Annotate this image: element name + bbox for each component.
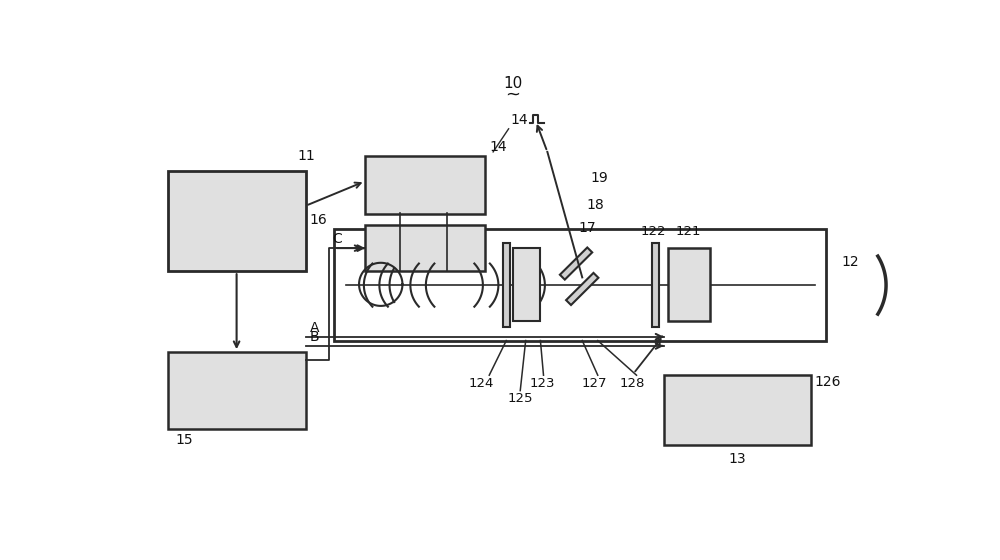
Bar: [668, 248, 710, 321]
Text: 16: 16: [309, 213, 327, 227]
Bar: [365, 225, 485, 271]
Text: 19: 19: [590, 171, 608, 185]
Text: 126: 126: [815, 375, 841, 389]
Text: 17: 17: [578, 221, 596, 235]
Text: 125: 125: [508, 392, 533, 405]
Text: 18: 18: [586, 198, 604, 212]
Text: A: A: [309, 321, 319, 335]
Polygon shape: [566, 273, 598, 305]
Text: 10: 10: [503, 76, 522, 91]
Text: 11: 11: [298, 150, 316, 164]
Bar: [334, 229, 826, 340]
Text: ~: ~: [505, 86, 520, 104]
Bar: [652, 243, 659, 326]
Text: 13: 13: [728, 452, 746, 466]
Text: 15: 15: [175, 433, 193, 447]
Text: B: B: [309, 330, 319, 344]
Bar: [168, 171, 306, 271]
Text: 124: 124: [469, 377, 494, 390]
Text: 14: 14: [510, 113, 528, 127]
Bar: [664, 375, 811, 445]
Text: 123: 123: [529, 377, 555, 390]
Text: 14: 14: [489, 141, 507, 155]
Polygon shape: [560, 248, 592, 279]
Text: 122: 122: [641, 225, 666, 238]
Bar: [512, 248, 540, 321]
Bar: [168, 352, 306, 429]
Bar: [365, 156, 485, 213]
Text: 128: 128: [620, 377, 645, 390]
Text: 127: 127: [581, 377, 607, 390]
Bar: [503, 243, 510, 326]
Text: C: C: [333, 232, 342, 246]
Text: 12: 12: [842, 255, 860, 269]
Text: 121: 121: [676, 225, 701, 238]
